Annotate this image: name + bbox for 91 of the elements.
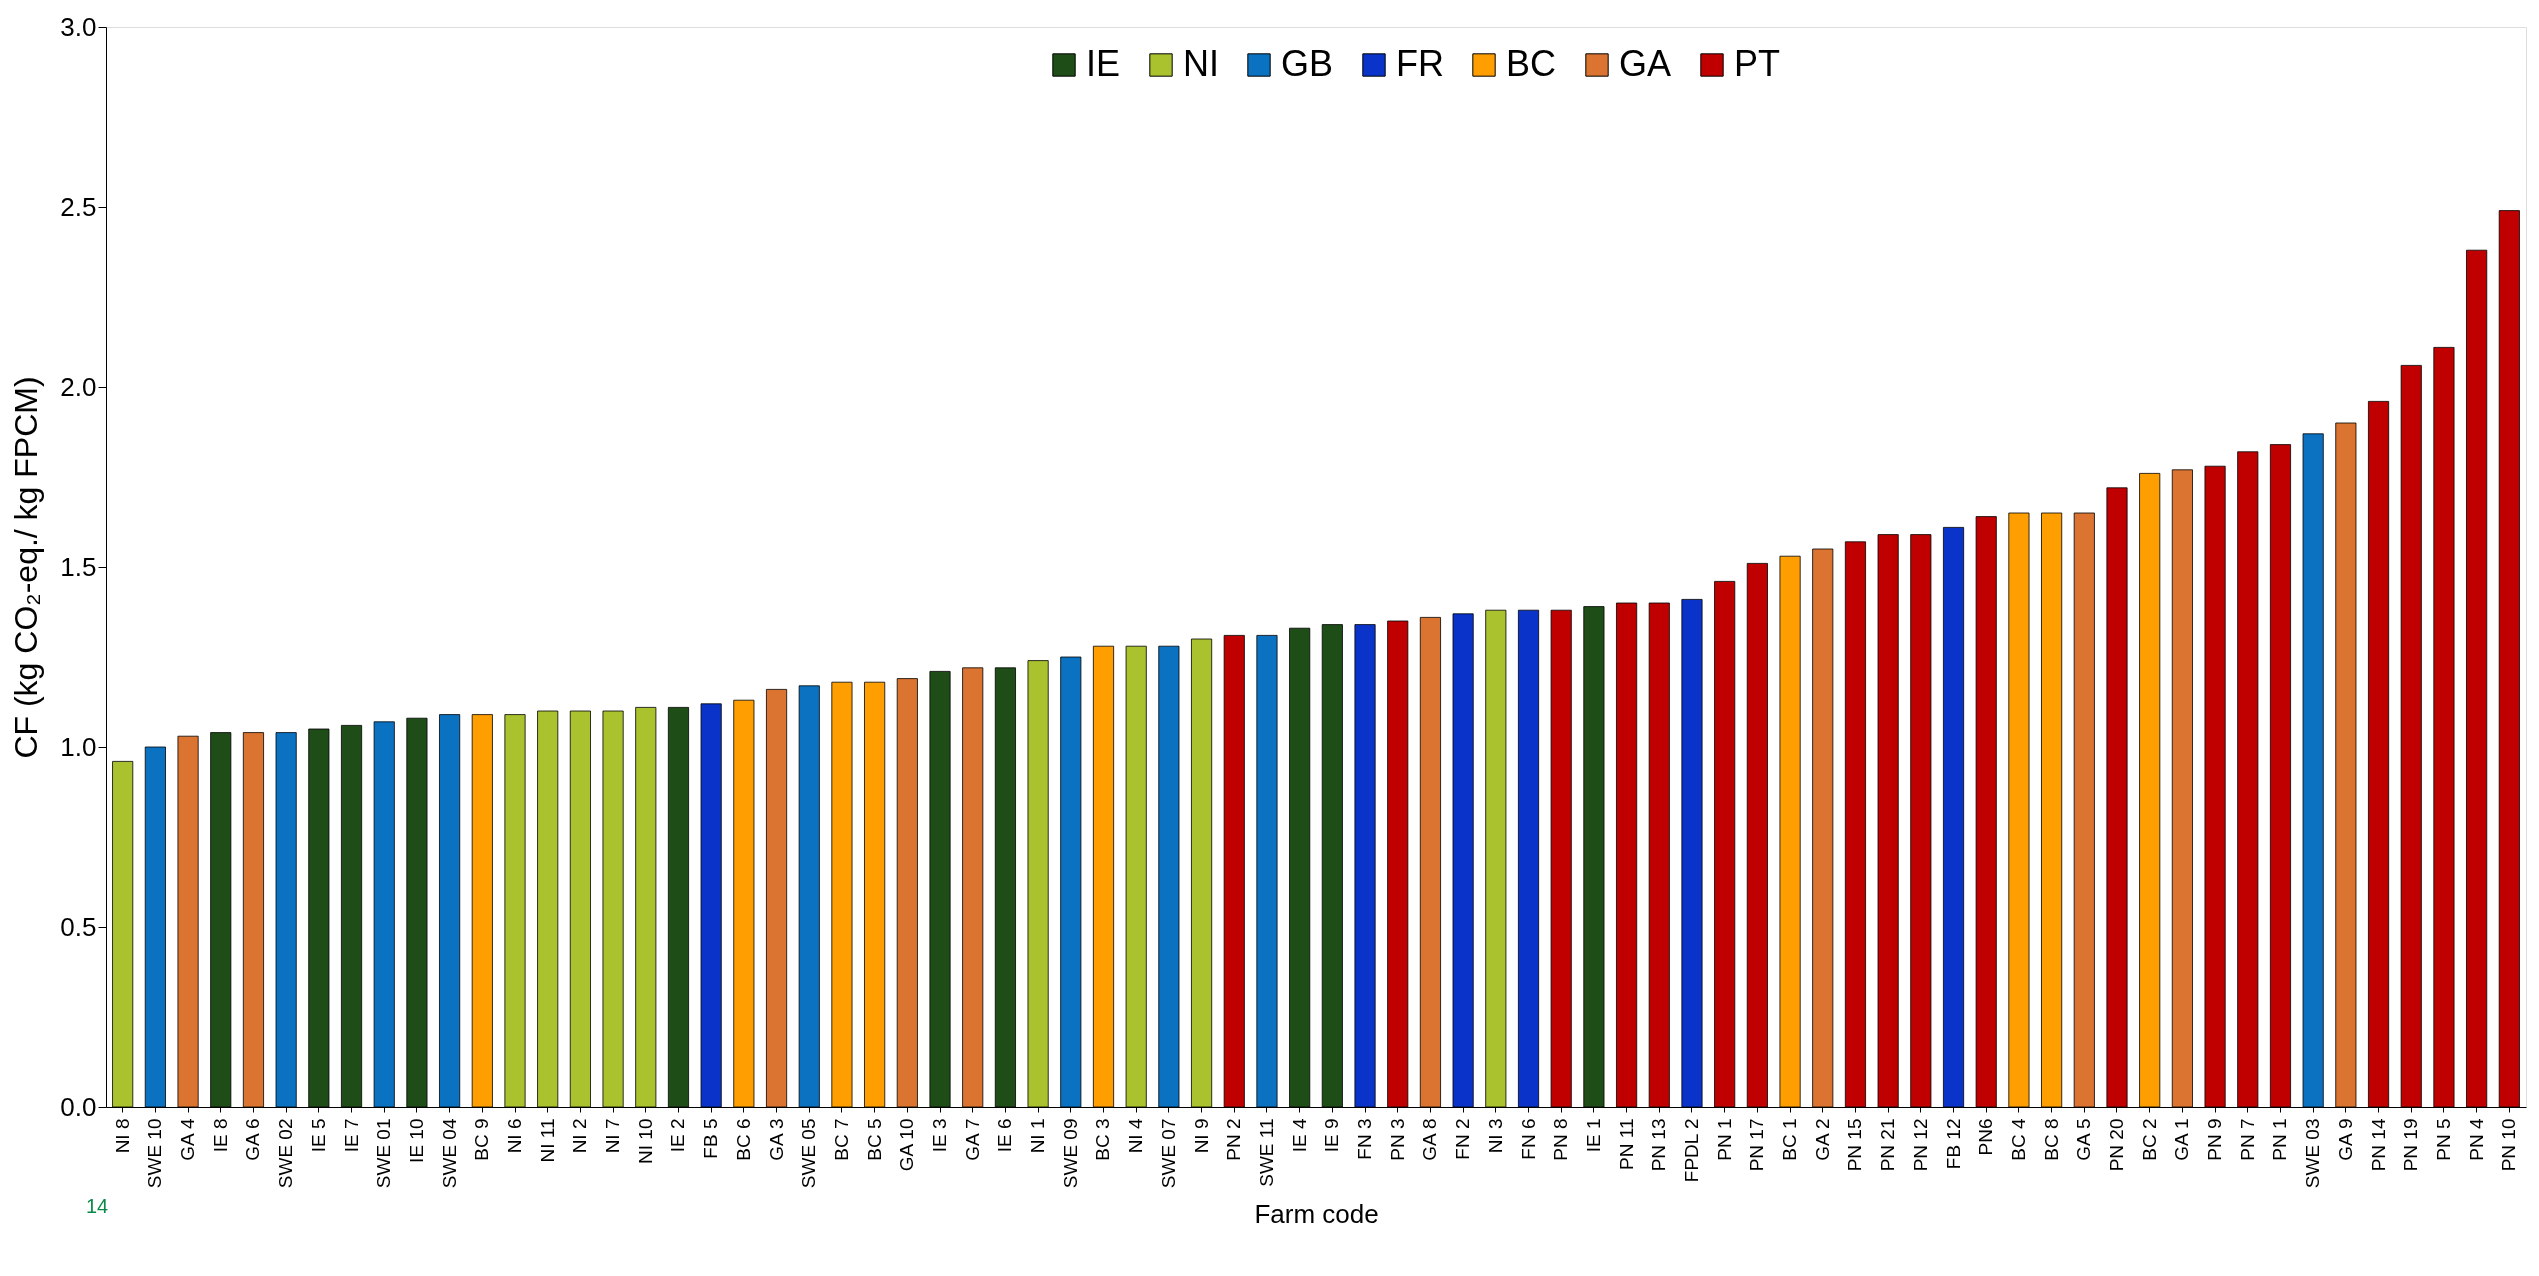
x-tick-label: BC 2 (2138, 1118, 2160, 1161)
x-tick-label: NI 3 (1484, 1118, 1506, 1154)
x-tick-label: PN 15 (1844, 1118, 1866, 1172)
legend-label: NI (1183, 43, 1219, 84)
x-tick-label: IE 6 (994, 1118, 1016, 1153)
legend-label: PT (1734, 43, 1781, 84)
x-tick-label: FPDL 2 (1680, 1118, 1702, 1183)
x-tick-label: PN 10 (2498, 1118, 2520, 1172)
x-tick-label: NI 11 (536, 1118, 558, 1163)
x-tick-label: GA 9 (2334, 1118, 2356, 1161)
x-tick-label: PN 19 (2400, 1118, 2422, 1172)
x-tick-label: IE 3 (929, 1118, 951, 1153)
x-tick-label: GA 10 (896, 1118, 918, 1172)
x-tick-label: PN 20 (2106, 1118, 2127, 1172)
x-tick-label: NI 7 (602, 1118, 624, 1154)
text: 14 (86, 1195, 109, 1217)
y-tick-label: 3.0 (60, 11, 97, 42)
x-tick-label: PN 14 (2367, 1118, 2389, 1172)
x-tick-label: IE 5 (307, 1118, 329, 1153)
x-tick-label: NI 1 (1027, 1118, 1049, 1154)
x-tick-label: PN 13 (1648, 1118, 1670, 1172)
x-tick-label: BC 1 (1779, 1118, 1801, 1161)
legend-label: BC (1506, 43, 1557, 84)
x-tick-label: BC 8 (2040, 1118, 2062, 1161)
x-tick-label: SWE 02 (275, 1118, 297, 1189)
x-tick-label: SWE 05 (798, 1118, 820, 1189)
x-tick-label: IE 10 (405, 1118, 427, 1163)
x-tick-label: FN 2 (1452, 1118, 1474, 1160)
x-tick-label: GA 2 (1811, 1118, 1833, 1161)
x-tick-label: IE 9 (1321, 1118, 1343, 1153)
x-tick-label: SWE 03 (2302, 1118, 2324, 1189)
x-tick-label: GA 5 (2073, 1118, 2095, 1161)
x-tick-label: GA 6 (242, 1118, 264, 1161)
x-tick-label: PN 8 (1550, 1118, 1572, 1161)
y-tick-label: 1.0 (60, 731, 97, 762)
legend-label: GB (1281, 43, 1334, 84)
y-axis-title: CF (kg CO₂-eq./ kg FPCM) (8, 376, 45, 759)
x-axis-title: Farm code (1254, 1199, 1379, 1230)
y-tick-label: 2.5 (60, 191, 97, 222)
x-tick-label: FB 5 (700, 1118, 722, 1159)
x-tick-label: PN 17 (1746, 1118, 1768, 1172)
x-tick-label: BC 3 (1092, 1118, 1114, 1161)
x-tick-label: SWE 07 (1157, 1118, 1179, 1189)
x-tick-label: FN 3 (1354, 1118, 1376, 1160)
x-tick-label: IE 2 (667, 1118, 689, 1153)
legend-label: IE (1086, 43, 1121, 84)
x-tick-label: NI 6 (504, 1118, 525, 1154)
x-tick-label: BC 7 (830, 1118, 852, 1161)
y-tick-label: 1.5 (60, 551, 97, 582)
x-tick-label: NI 2 (569, 1118, 591, 1154)
x-tick-label: FB 12 (1942, 1118, 1964, 1170)
x-tick-label: PN 3 (1386, 1118, 1408, 1161)
x-tick-label: NI 10 (634, 1118, 656, 1164)
x-tick-label: PN 7 (2236, 1118, 2258, 1161)
x-tick-label: SWE 01 (373, 1118, 395, 1189)
x-tick-label: GA 4 (177, 1118, 199, 1161)
x-tick-label: NI 8 (111, 1118, 133, 1154)
x-tick-label: IE 8 (209, 1118, 231, 1153)
x-tick-label: NI 4 (1125, 1118, 1147, 1154)
x-tick-label: BC 5 (863, 1118, 885, 1161)
x-tick-label: SWE 09 (1059, 1118, 1081, 1189)
x-tick-label: PN 1 (1713, 1118, 1735, 1161)
x-tick-label: PN 11 (1615, 1118, 1637, 1170)
x-tick-label: IE 7 (340, 1118, 362, 1153)
x-tick-label: GA 1 (2171, 1118, 2193, 1161)
x-tick-label: PN 5 (2432, 1118, 2454, 1161)
x-tick-label: IE 4 (1288, 1118, 1310, 1153)
x-tick-label: FN 6 (1517, 1118, 1539, 1160)
legend-label: GA (1619, 43, 1672, 84)
x-tick-label: PN 12 (1909, 1118, 1931, 1172)
x-tick-label: SWE 04 (438, 1118, 460, 1189)
x-tick-label: BC 4 (2007, 1118, 2029, 1161)
x-tick-label: PN6 (1975, 1118, 1997, 1156)
y-tick-label: 0.0 (60, 1091, 97, 1122)
x-tick-label: GA 8 (1419, 1118, 1441, 1161)
x-tick-label: PN 21 (1877, 1118, 1899, 1172)
x-tick-label: PN 4 (2465, 1118, 2487, 1161)
x-tick-label: PN 1 (2269, 1118, 2291, 1161)
x-tick-label: GA 3 (765, 1118, 787, 1161)
x-tick-label: BC 9 (471, 1118, 493, 1161)
y-tick-label: 0.5 (60, 911, 97, 942)
legend-label: FR (1396, 43, 1444, 84)
x-tick-label: NI 9 (1190, 1118, 1212, 1154)
x-tick-label: SWE 11 (1255, 1118, 1277, 1187)
x-tick-label: BC 6 (732, 1118, 754, 1161)
x-tick-label: IE 1 (1582, 1118, 1604, 1153)
x-tick-label: SWE 10 (144, 1118, 166, 1189)
x-tick-label: PN 9 (2204, 1118, 2226, 1161)
x-tick-label: GA 7 (961, 1118, 983, 1161)
y-tick-label: 2.0 (60, 371, 97, 402)
x-tick-label: PN 2 (1223, 1118, 1245, 1161)
